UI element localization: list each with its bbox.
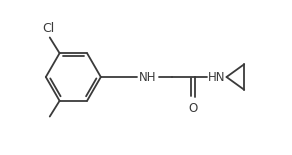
Text: NH: NH <box>139 71 157 84</box>
Text: HN: HN <box>208 71 225 84</box>
Text: O: O <box>189 102 198 115</box>
Text: Cl: Cl <box>43 22 55 35</box>
